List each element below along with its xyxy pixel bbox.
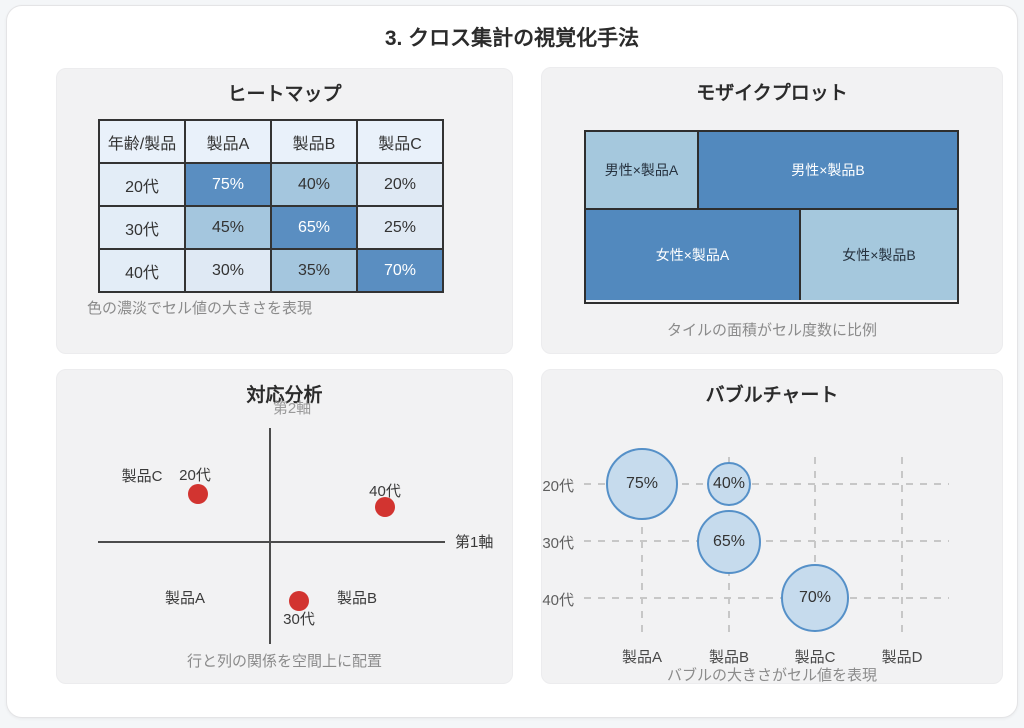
heatmap-caption: 色の濃淡でセル値の大きさを表現: [87, 300, 313, 317]
panel-mosaic: モザイクプロット 男性×製品A 男性×製品B 女性×製品A 女性×製品B タイル…: [541, 67, 1003, 354]
label-20s: 20代: [179, 467, 211, 484]
mosaic-caption: タイルの面積がセル度数に比例: [666, 322, 877, 339]
heatmap-row-40s: 40代 30% 35% 70%: [98, 248, 444, 293]
label-productB: 製品B: [336, 590, 378, 607]
bubble-col-label-productD: 製品D: [881, 649, 923, 666]
data-point-30s: [289, 591, 309, 611]
heatmap-row-20s: 20代 75% 40% 20%: [98, 162, 444, 207]
axis1-label: 第1軸: [455, 534, 494, 551]
bubble-col-label-productA: 製品A: [621, 649, 663, 666]
panel-heatmap: ヒートマップ 年齢/製品 製品A 製品B 製品C 20代 75% 40% 20%…: [56, 68, 513, 354]
heatmap-row-label: 20代: [98, 162, 186, 207]
heatmap-cell: 25%: [356, 205, 444, 250]
panel-correspondence: 対応分析 第2軸 第1軸 製品C 20代 40代 製品A 製品B 30代 行と列…: [56, 369, 513, 684]
bubble-20s-productA: 75%: [606, 448, 678, 520]
mosaic-row-female: 女性×製品A 女性×製品B: [586, 210, 957, 300]
bubble-row-label-40s: 40代: [542, 592, 574, 609]
mosaic-title: モザイクプロット: [696, 83, 848, 104]
content-card: 3. クロス集計の視覚化手法 ヒートマップ 年齢/製品 製品A 製品B 製品C …: [6, 5, 1018, 718]
data-point-20s: [188, 484, 208, 504]
label-productC: 製品C: [121, 468, 163, 485]
heatmap-corner-cell: 年齢/製品: [98, 119, 186, 164]
gridline-vertical: [814, 457, 816, 634]
mosaic-tile-female-productB: 女性×製品B: [801, 210, 957, 300]
bubble-col-label-productB: 製品B: [708, 649, 750, 666]
bubble-40s-productC: 70%: [781, 564, 849, 632]
heatmap-row-label: 30代: [98, 205, 186, 250]
heatmap-table: 年齢/製品 製品A 製品B 製品C 20代 75% 40% 20% 30代 45…: [98, 119, 444, 293]
gridline-horizontal: [584, 597, 949, 599]
heatmap-cell: 70%: [356, 248, 444, 293]
heatmap-cell: 20%: [356, 162, 444, 207]
bubble-row-label-20s: 20代: [542, 478, 574, 495]
bubble-30s-productB: 65%: [697, 510, 761, 574]
gridline-horizontal: [584, 540, 949, 542]
mosaic-row-male: 男性×製品A 男性×製品B: [586, 132, 957, 210]
heatmap-cell: 30%: [184, 248, 272, 293]
label-30s: 30代: [283, 611, 315, 628]
label-40s: 40代: [369, 483, 401, 500]
heatmap-cell: 45%: [184, 205, 272, 250]
heatmap-header-cell: 製品A: [184, 119, 272, 164]
heatmap-header-cell: 製品B: [270, 119, 358, 164]
heatmap-cell: 75%: [184, 162, 272, 207]
x-axis-line: [98, 541, 445, 543]
y-axis-line: [269, 428, 271, 644]
mosaic-tile-male-productA: 男性×製品A: [586, 132, 699, 208]
bubble-caption: バブルの大きさがセル値を表現: [666, 667, 877, 684]
heatmap-cell: 40%: [270, 162, 358, 207]
mosaic-tile-male-productB: 男性×製品B: [699, 132, 957, 208]
gridline-vertical: [641, 457, 643, 634]
mosaic-plot: 男性×製品A 男性×製品B 女性×製品A 女性×製品B: [584, 130, 959, 304]
heatmap-header-cell: 製品C: [356, 119, 444, 164]
heatmap-header-row: 年齢/製品 製品A 製品B 製品C: [98, 119, 444, 164]
correspondence-caption: 行と列の関係を空間上に配置: [186, 653, 382, 670]
correspondence-title: 対応分析: [246, 385, 323, 406]
heatmap-title: ヒートマップ: [227, 84, 342, 105]
heatmap-cell: 65%: [270, 205, 358, 250]
mosaic-tile-female-productA: 女性×製品A: [586, 210, 801, 300]
heatmap-row-30s: 30代 45% 65% 25%: [98, 205, 444, 250]
data-point-40s: [375, 497, 395, 517]
panel-bubble: バブルチャート 20代 30代 40代 75% 40% 65% 70% 製品A …: [541, 369, 1003, 684]
heatmap-cell: 35%: [270, 248, 358, 293]
bubble-title: バブルチャート: [705, 385, 839, 406]
axis2-label: 第2軸: [272, 400, 312, 417]
bubble-row-label-30s: 30代: [542, 535, 574, 552]
label-productA: 製品A: [164, 590, 206, 607]
bubble-20s-productB: 40%: [707, 462, 751, 506]
page-title: 3. クロス集計の視覚化手法: [384, 27, 640, 50]
bubble-col-label-productC: 製品C: [794, 649, 836, 666]
heatmap-row-label: 40代: [98, 248, 186, 293]
gridline-vertical: [901, 457, 903, 634]
gridline-horizontal: [584, 483, 949, 485]
